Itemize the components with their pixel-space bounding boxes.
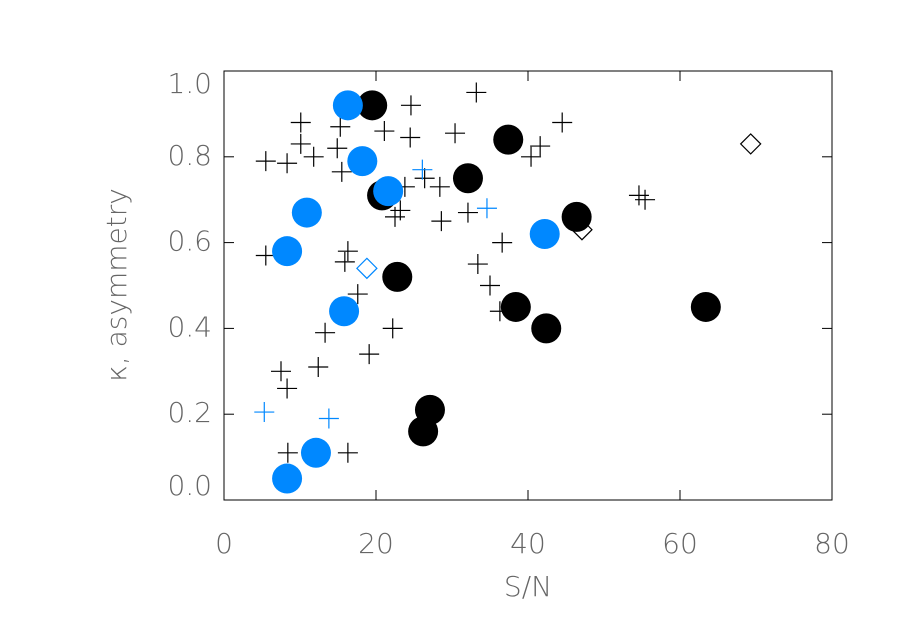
plus-point: [480, 275, 500, 296]
circle-point: [382, 261, 413, 292]
diamond-point: [356, 257, 378, 280]
circle-point: [332, 90, 363, 121]
x-tick-label: 0: [215, 527, 233, 560]
plus-point: [457, 202, 478, 223]
x-tick-label: 80: [814, 527, 850, 560]
plus-point: [255, 245, 276, 266]
plus-point: [492, 232, 513, 253]
plus-point: [255, 151, 276, 172]
x-tick-label: 60: [662, 527, 698, 560]
plus-point: [337, 241, 358, 262]
circle-point: [357, 90, 388, 121]
plus-point: [277, 442, 298, 463]
circle-point: [493, 124, 524, 155]
plus-point: [290, 112, 311, 133]
circle-point: [373, 176, 404, 207]
circle-point: [408, 416, 439, 447]
plus-point: [277, 153, 298, 174]
y-tick-label: 0.4: [167, 310, 212, 343]
circle-point: [291, 197, 322, 228]
plus-point: [476, 198, 497, 219]
plus-point: [466, 82, 487, 103]
plus-point: [445, 123, 466, 144]
diamond-point: [739, 133, 762, 155]
plus-point: [385, 206, 405, 227]
y-tick-label: 0.2: [167, 396, 212, 429]
plus-point: [337, 442, 358, 463]
circle-point: [300, 437, 331, 468]
plus-point: [635, 189, 656, 210]
plus-point: [327, 138, 348, 159]
plus-point: [271, 361, 291, 382]
plus-point: [303, 146, 324, 167]
plus-point: [414, 168, 435, 189]
circle-point: [347, 146, 378, 177]
y-tick-label: 0.8: [167, 139, 212, 172]
circle-point: [529, 219, 560, 250]
circle-point: [561, 201, 592, 232]
plus-point: [382, 318, 403, 339]
y-tick-label: 0.6: [167, 225, 212, 258]
plus-point: [315, 322, 336, 343]
plus-point: [400, 127, 421, 148]
plus-point: [347, 284, 368, 305]
plot-frame: [223, 70, 833, 501]
plus-point: [334, 251, 355, 272]
x-tick-label: 20: [358, 527, 394, 560]
circle-point: [272, 463, 303, 494]
plus-point: [431, 211, 452, 232]
y-tick-label: 0.0: [167, 469, 212, 502]
plus-point: [552, 112, 573, 133]
plus-point: [331, 161, 352, 182]
plus-point: [290, 133, 311, 154]
plus-point: [429, 176, 450, 197]
circle-point: [329, 296, 360, 327]
plus-point: [359, 344, 380, 365]
circle-point: [452, 163, 483, 194]
plus-point: [521, 146, 542, 167]
plus-point: [412, 159, 433, 180]
plus-point: [374, 121, 395, 142]
circle-point: [500, 291, 531, 322]
x-axis-label: S/N: [504, 570, 552, 603]
y-tick-label: 1.0: [167, 67, 212, 100]
plus-point: [400, 95, 421, 116]
circle-point: [272, 236, 303, 267]
circle-point: [690, 291, 721, 322]
y-axis-label: κ, asymmetry: [100, 188, 133, 382]
circle-point: [531, 313, 562, 344]
plus-point: [330, 116, 351, 137]
plus-point: [318, 408, 339, 429]
plus-point: [530, 136, 551, 157]
plus-point: [308, 357, 329, 378]
plus-point: [628, 185, 649, 206]
x-tick-label: 40: [510, 527, 546, 560]
plus-point: [254, 402, 275, 423]
plus-point: [277, 378, 298, 399]
plus-point: [467, 254, 488, 275]
